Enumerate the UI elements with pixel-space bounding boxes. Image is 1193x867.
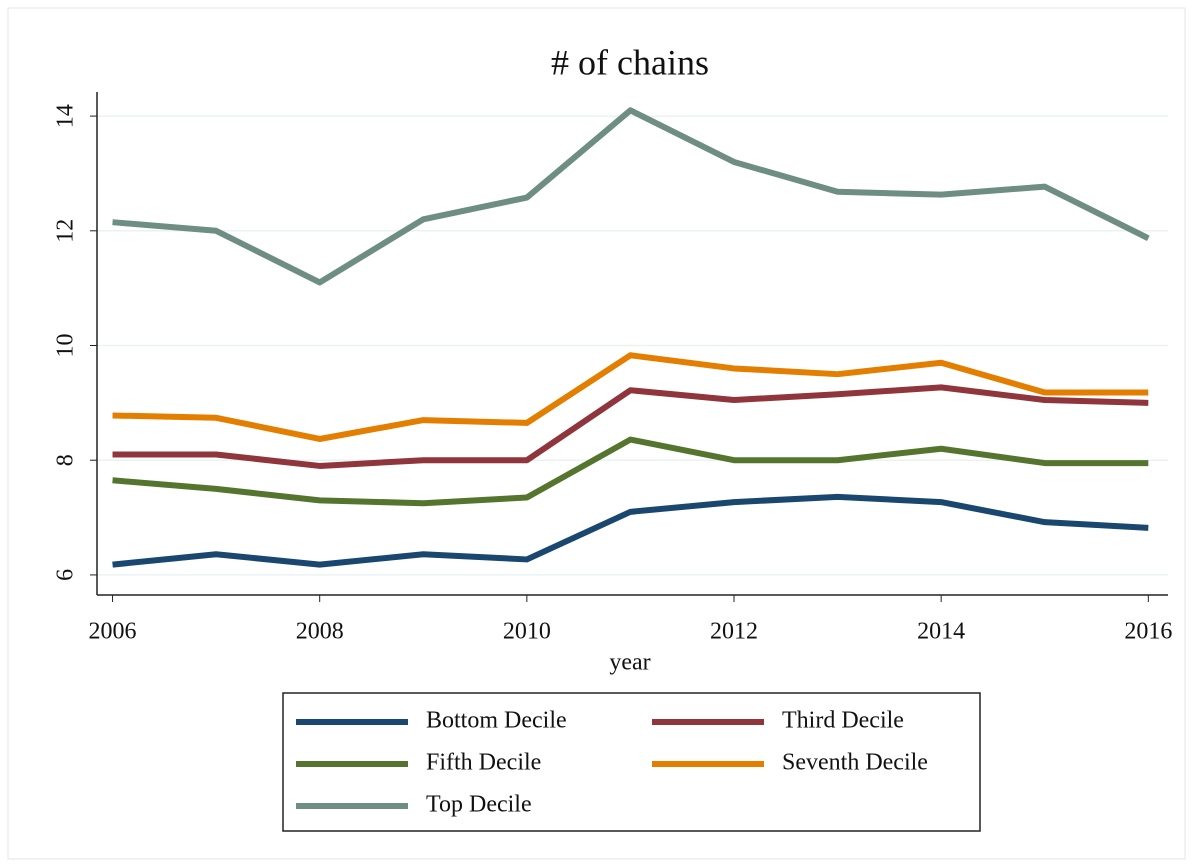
- x-tick-label: 2014: [917, 619, 965, 645]
- y-tick-label: 10: [53, 334, 79, 358]
- x-tick-label: 2010: [503, 619, 551, 645]
- series-line: [112, 352, 1149, 442]
- x-tick-label: 2006: [89, 619, 137, 645]
- x-tick-label: 2016: [1124, 619, 1172, 645]
- chart-title: # of chains: [551, 42, 709, 82]
- legend-label: Top Decile: [426, 792, 532, 818]
- x-tick-label: 2012: [710, 619, 758, 645]
- y-tick-label: 8: [53, 454, 79, 466]
- x-axis-label: year: [609, 650, 650, 676]
- series-line: [112, 436, 1149, 507]
- y-tick-label: 14: [53, 104, 79, 128]
- series-line: [112, 493, 1149, 568]
- legend-label: Bottom Decile: [426, 708, 567, 734]
- x-tick-label: 2008: [296, 619, 344, 645]
- y-tick-label: 6: [53, 569, 79, 581]
- legend-label: Fifth Decile: [426, 750, 541, 776]
- y-tick-label: 12: [53, 219, 79, 243]
- series-line: [112, 384, 1149, 469]
- series-line: [112, 107, 1150, 286]
- legend-label: Third Decile: [782, 708, 904, 734]
- legend-label: Seventh Decile: [782, 750, 928, 776]
